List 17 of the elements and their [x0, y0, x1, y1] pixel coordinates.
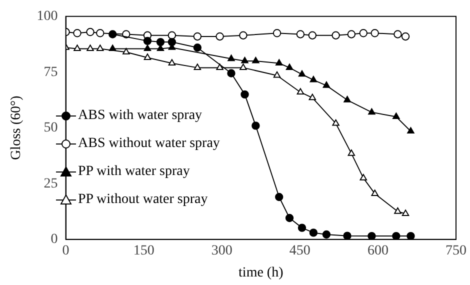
- legend-label: PP with water spray: [78, 164, 190, 180]
- legend-label: PP without water spray: [78, 192, 208, 208]
- legend-label: ABS without water spray: [78, 136, 220, 152]
- x-tick-label: 150: [133, 243, 154, 258]
- x-tick-label: 0: [62, 243, 70, 258]
- y-tick-label: 100: [36, 9, 58, 24]
- x-tick-label: 750: [446, 243, 466, 258]
- y-tick-label: 50: [44, 120, 58, 136]
- x-tick-label: 300: [211, 243, 232, 258]
- y-axis-title: Gloss (60°): [9, 95, 24, 160]
- x-axis-title: time (h): [238, 265, 284, 280]
- y-tick-label: 0: [50, 232, 58, 248]
- x-tick-label: 600: [367, 243, 388, 258]
- y-tick-label: 25: [44, 176, 58, 192]
- x-tick-label: 450: [289, 243, 310, 258]
- y-tick-label: 75: [44, 64, 58, 80]
- legend-label: ABS with water spray: [78, 108, 202, 124]
